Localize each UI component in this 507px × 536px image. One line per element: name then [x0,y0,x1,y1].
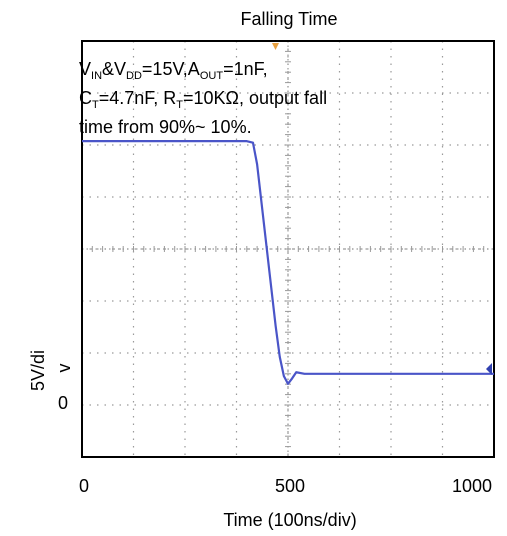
y-axis-label-part-2: v [54,364,74,373]
annotation-line-3: time from 90%~ 10%. [79,117,252,137]
x-axis-label: Time (100ns/div) [223,510,356,530]
annotation-text: =10KΩ, output fall [183,88,327,108]
annotation-subscript: T [176,99,183,111]
annotation-text: =4.7nF, R [99,88,177,108]
annotation-text: C [79,88,92,108]
x-tick-label-0: 0 [79,476,89,496]
series-layer [82,140,494,385]
annotation-text: =15V,A [142,59,200,79]
x-tick-label-1000: 1000 [452,476,492,496]
waveform-trace [82,140,494,385]
y-axis-label-part-1: 5V/di [28,350,48,391]
annotation-text: V [79,59,91,79]
annotation-line-1: VIN&VDD=15V,AOUT=1nF, [79,59,268,82]
y-axis-label: 5V/di v [28,345,74,391]
grid [81,40,495,458]
annotation-text: =1nF, [223,59,268,79]
annotation-subscript: OUT [200,70,224,82]
ground-level-marker [486,363,492,375]
y-tick-label-0: 0 [58,393,68,413]
annotation-subscript: IN [91,70,102,82]
trigger-marker [272,43,279,50]
annotation-line-2: CT=4.7nF, RT=10KΩ, output fall [79,88,327,111]
annotation-subscript: T [92,99,99,111]
annotation-text: &V [102,59,126,79]
plot-frame [81,40,495,458]
chart-title: Falling Time [240,9,337,29]
x-tick-label-500: 500 [275,476,305,496]
annotation-subscript: DD [126,70,142,82]
